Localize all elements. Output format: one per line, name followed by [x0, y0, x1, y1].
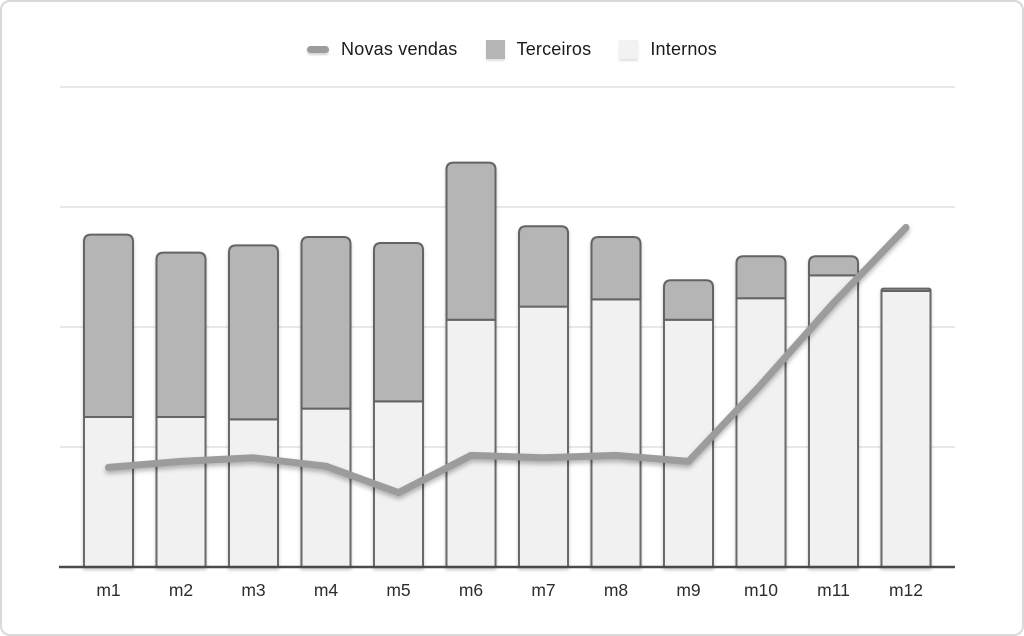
- x-axis-label-m10: m10: [744, 580, 778, 600]
- bar-segment-terceiros-m7: [518, 225, 569, 308]
- x-axis-label-m4: m4: [314, 580, 339, 600]
- bar-segment-terceiros-m6: [445, 161, 497, 321]
- novas-vendas-polyline: [105, 223, 910, 497]
- bar-segment-terceiros-m8: [590, 236, 642, 301]
- legend-item-internos: Internos: [619, 39, 717, 60]
- x-axis-label-m9: m9: [676, 580, 700, 600]
- legend-item-novas-vendas: Novas vendas: [307, 39, 457, 60]
- bar-segment-internos-m3: [228, 418, 279, 568]
- x-axis-label-m6: m6: [459, 580, 483, 600]
- chart-legend: Novas vendas Terceiros Internos: [2, 39, 1022, 60]
- bar-segment-terceiros-m2: [155, 251, 207, 418]
- legend-label-terceiros: Terceiros: [516, 39, 592, 59]
- novas-vendas-line: [105, 223, 910, 497]
- legend-label-internos: Internos: [650, 39, 717, 59]
- x-axis-label-m7: m7: [531, 580, 555, 600]
- bar-segment-internos-m7: [518, 305, 569, 568]
- legend-label-novas-vendas: Novas vendas: [341, 39, 458, 59]
- bar-segment-internos-m12: [880, 290, 932, 568]
- x-axis-label-m11: m11: [817, 580, 850, 600]
- bar-segment-internos-m2: [155, 416, 207, 568]
- x-axis-labels: m1 m2 m3 m4 m5 m6 m7 m8 m9 m10 m11 m12: [96, 580, 923, 600]
- x-axis-label-m2: m2: [169, 580, 193, 600]
- bar-segment-terceiros-m5: [373, 242, 424, 403]
- x-axis-label-m1: m1: [96, 580, 120, 600]
- bar-segment-terceiros-m4: [300, 236, 352, 410]
- gridlines: [60, 86, 955, 448]
- bar-segment-terceiros-m9: [663, 279, 714, 321]
- bar-segment-terceiros-m3: [228, 244, 279, 421]
- bar-segment-internos-m8: [590, 298, 642, 568]
- terceiros-square-swatch-icon: [485, 40, 505, 59]
- bar-segment-internos-m1: [83, 416, 134, 568]
- bar-segment-internos-m10: [735, 297, 787, 568]
- x-axis-label-m3: m3: [241, 580, 265, 600]
- x-axis-label-m5: m5: [386, 580, 410, 600]
- bar-segment-internos-m4: [300, 407, 352, 568]
- x-axis-label-m8: m8: [604, 580, 628, 600]
- bar-segment-terceiros-m12: [880, 287, 932, 292]
- bar-segment-terceiros-m10: [735, 255, 787, 300]
- bars: [83, 161, 932, 568]
- legend-item-terceiros: Terceiros: [485, 39, 592, 60]
- novas-vendas-line-swatch-icon: [307, 46, 330, 53]
- internos-square-swatch-icon: [619, 40, 639, 59]
- x-axis-label-m12: m12: [889, 580, 923, 600]
- bar-segment-terceiros-m11: [808, 255, 859, 277]
- bar-segment-internos-m6: [445, 318, 497, 568]
- bar-segment-terceiros-m1: [83, 233, 134, 418]
